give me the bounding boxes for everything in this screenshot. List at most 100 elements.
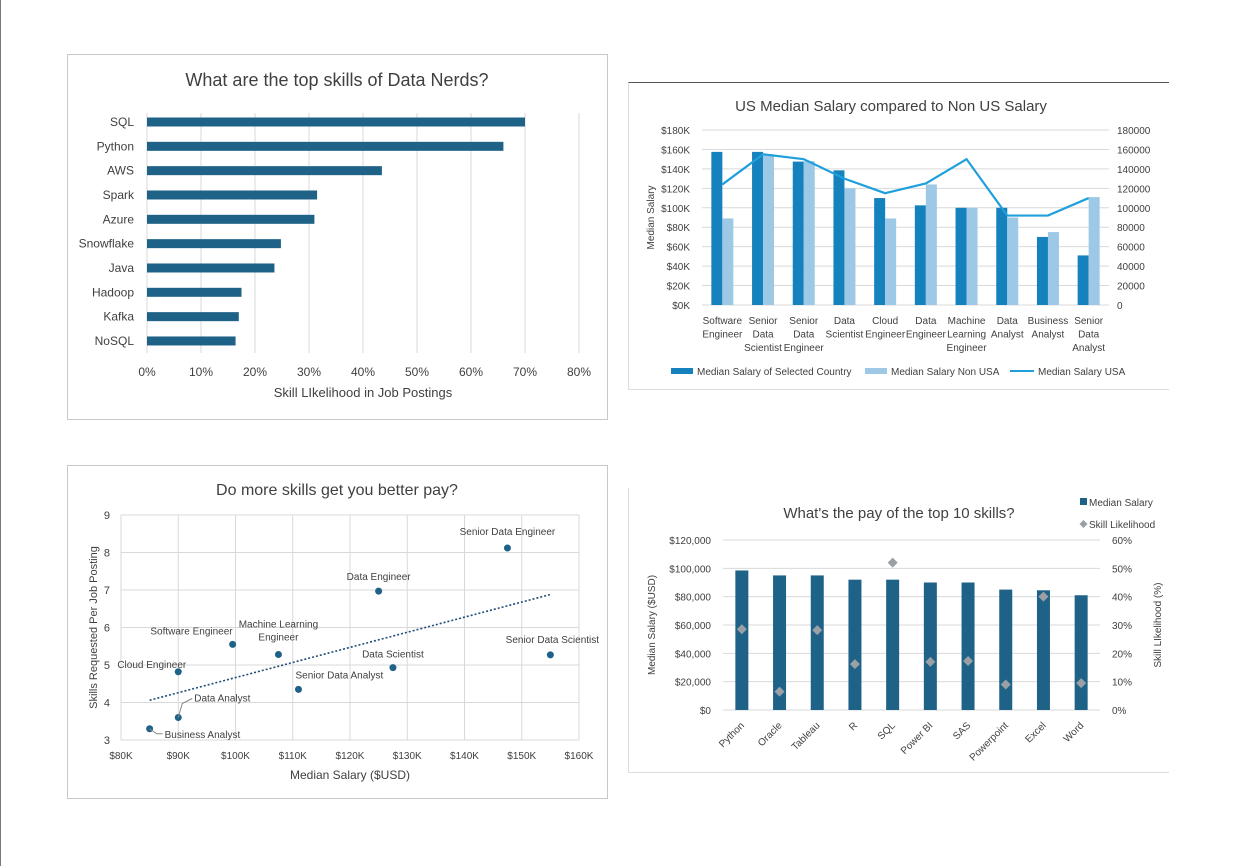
leader-line <box>149 728 163 735</box>
category-label: Senior <box>1074 316 1104 327</box>
category-label: Data <box>752 330 774 341</box>
x-tick-label: 10% <box>189 365 213 379</box>
point-label: Senior Data Analyst <box>295 670 383 681</box>
legend-label: Median Salary USA <box>1038 367 1126 378</box>
category-label: Hadoop <box>92 285 134 299</box>
y-axis-label: Median Salary ($USD) <box>647 575 658 675</box>
y2-tick-label: 0 <box>1117 301 1123 312</box>
bar-selected-country <box>996 207 1008 305</box>
y-tick-label: $20K <box>667 282 691 293</box>
chart-title: Do more skills get you better pay? <box>216 482 458 499</box>
y2-tick-label: 40000 <box>1117 262 1145 273</box>
y2-tick-label: 60000 <box>1117 243 1145 254</box>
y-axis-label: Skills Requested Per Job Posting <box>88 546 100 709</box>
bar-non-usa <box>925 184 937 305</box>
bar <box>147 117 525 127</box>
category-label: Excel <box>1024 720 1049 745</box>
x-tick-label: $120K <box>336 751 365 762</box>
bar <box>147 166 382 176</box>
chart-top10-skill-pay: What's the pay of the top 10 skills? $0 0%… <box>628 488 1169 773</box>
diamond-skill-likelihood <box>887 557 898 568</box>
point-label: Engineer <box>258 633 299 644</box>
legend-swatch-selected <box>671 368 693 374</box>
bar-non-usa <box>1047 232 1059 305</box>
bar-non-usa <box>1088 197 1100 305</box>
bar-median-salary <box>848 579 862 710</box>
diamond-skill-likelihood <box>963 655 974 666</box>
category-label: Senior <box>789 316 819 327</box>
y2-tick-label: 60% <box>1112 536 1132 547</box>
y-tick-label: $100,000 <box>669 564 711 575</box>
y2-tick-label: 20000 <box>1117 282 1145 293</box>
y-tick-label: $160K <box>661 145 690 156</box>
point-label: Cloud Engineer <box>117 660 187 671</box>
point-label: Machine Learning <box>239 620 319 631</box>
category-label: Engineer <box>865 330 906 341</box>
point-label: Senior Data Engineer <box>460 527 556 538</box>
y-tick-label: 5 <box>104 660 110 672</box>
category-label: Python <box>717 720 747 750</box>
bar-median-salary <box>773 575 787 710</box>
bar <box>147 336 236 346</box>
y2-tick-label: 30% <box>1112 621 1132 632</box>
y-tick-label: $40,000 <box>675 649 712 660</box>
bar-selected-country <box>711 151 723 305</box>
bar-median-salary <box>1036 590 1050 710</box>
bar-median-salary <box>923 582 937 710</box>
category-label: Kafka <box>103 310 134 324</box>
category-label: Machine <box>948 316 986 327</box>
bar-selected-country <box>752 151 764 305</box>
bar <box>147 239 281 249</box>
point-label: Software Engineer <box>150 626 233 637</box>
legend-label: Skill Likelihood <box>1089 520 1155 531</box>
bar-median-salary <box>886 579 900 710</box>
y-tick-label: 8 <box>104 548 110 560</box>
category-label: Analyst <box>1032 330 1065 341</box>
category-label: SAS <box>951 720 973 742</box>
x-tick-label: 30% <box>297 365 321 379</box>
leader-line <box>177 698 193 718</box>
chart-skills-vs-pay-svg: Do more skills get you better pay? $80K $9… <box>88 482 599 782</box>
category-label: Learning <box>947 330 986 341</box>
point-label: Data Analyst <box>194 694 250 705</box>
category-label: SQL <box>110 115 134 129</box>
y-tick-label: 7 <box>104 585 110 597</box>
category-label: Analyst <box>991 330 1024 341</box>
x-tick-label: 50% <box>405 365 429 379</box>
legend-label: Median Salary Non USA <box>891 367 1000 378</box>
bar-non-usa <box>966 207 978 305</box>
x-tick-label: 70% <box>513 365 537 379</box>
point-label: Business Analyst <box>165 730 241 741</box>
chart-skills-vs-pay: Do more skills get you better pay? $80K $9… <box>67 465 608 799</box>
chart-us-vs-nonus-salary-svg: US Median Salary compared to Non US Sala… <box>646 98 1151 378</box>
bar-selected-country <box>1036 236 1048 305</box>
x-tick-label: 0% <box>138 365 156 379</box>
diamond-skill-likelihood <box>925 656 936 667</box>
bar-median-salary <box>961 582 975 710</box>
bar <box>147 312 239 322</box>
category-label: Engineer <box>784 343 825 354</box>
diamond-skill-likelihood <box>1076 678 1087 689</box>
line-usa <box>721 153 1090 217</box>
x-tick-label: $80K <box>109 751 133 762</box>
scatter-point <box>174 668 182 676</box>
category-label: AWS <box>107 164 134 178</box>
y-tick-label: 9 <box>104 510 110 522</box>
category-label: Java <box>109 261 135 275</box>
bar <box>147 287 242 297</box>
scatter-point <box>546 651 554 659</box>
legend-label: Median Salary <box>1089 498 1153 509</box>
bar-median-salary <box>1074 595 1088 710</box>
category-label: Data <box>793 330 815 341</box>
x-tick-label: $100K <box>221 751 250 762</box>
category-label: Data <box>915 316 937 327</box>
category-label: R <box>847 720 860 733</box>
y2-tick-label: 10% <box>1112 678 1132 689</box>
trendline <box>149 593 551 702</box>
y-tick-label: 3 <box>104 735 110 747</box>
category-label: Snowflake <box>79 237 135 251</box>
category-label: Word <box>1062 720 1087 745</box>
bar-selected-country <box>792 161 804 305</box>
bar-selected-country <box>914 205 926 305</box>
